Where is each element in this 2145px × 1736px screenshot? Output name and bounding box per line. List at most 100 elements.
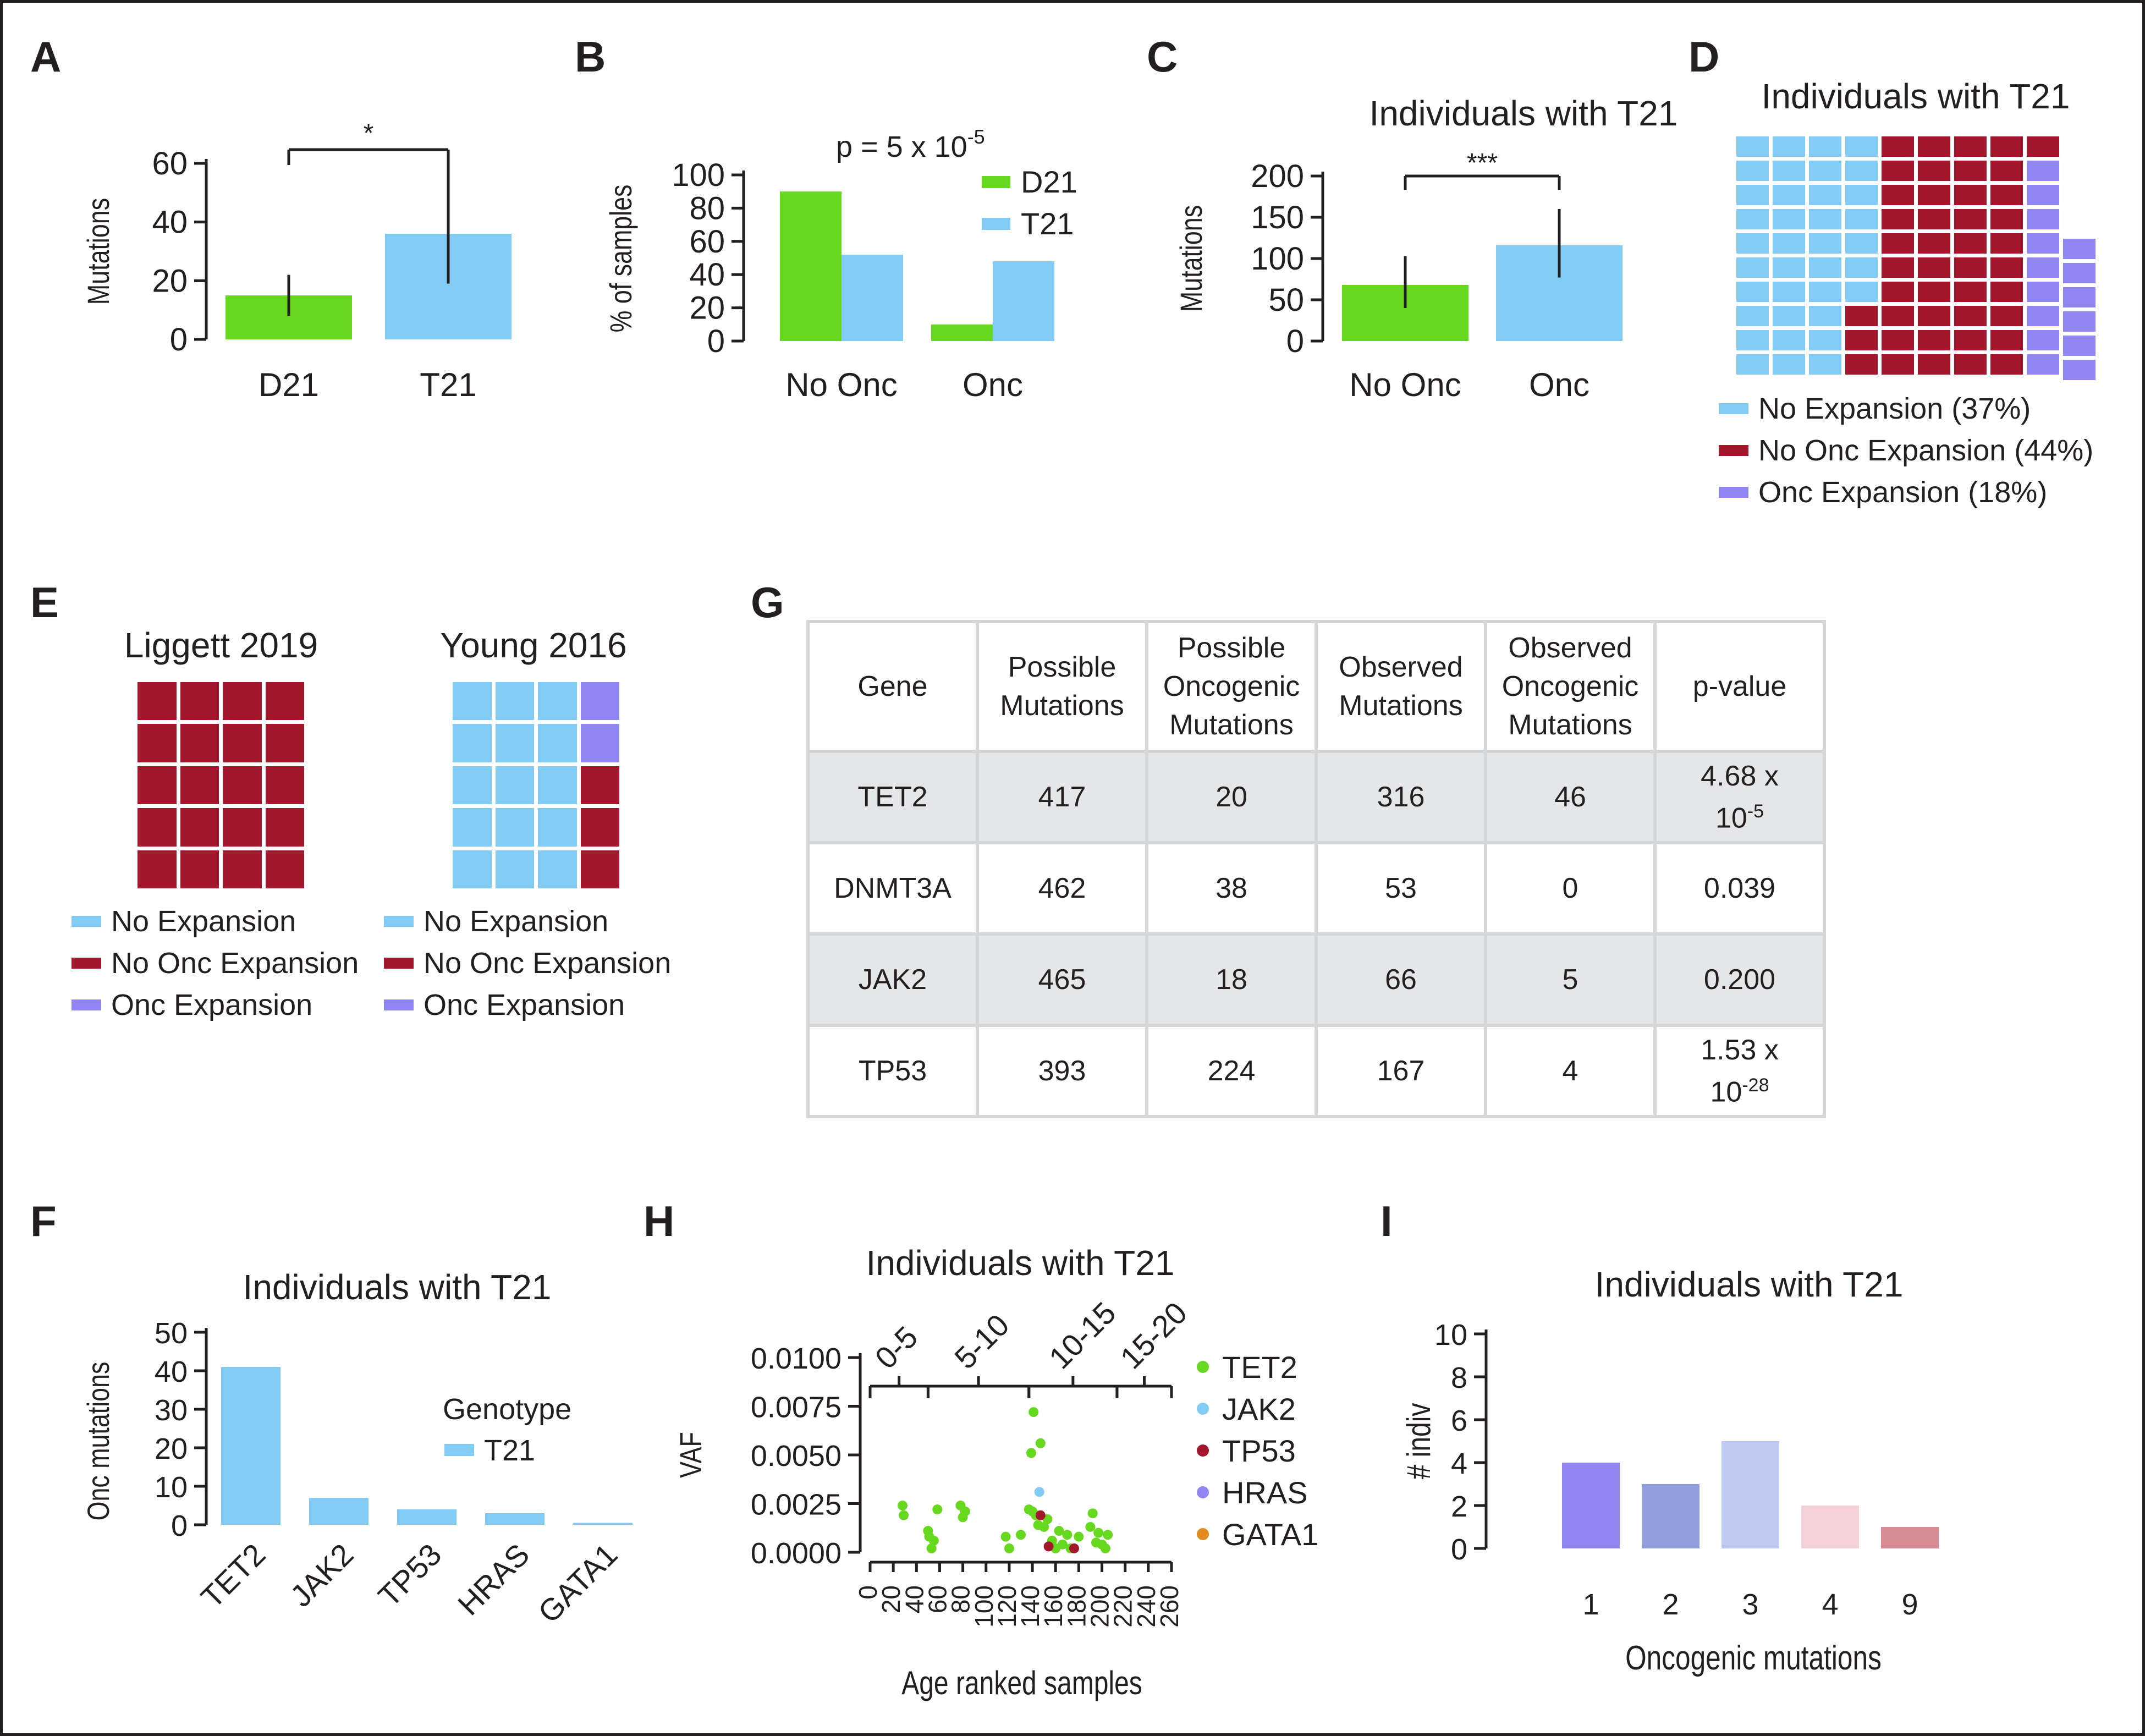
point-tet2 [926, 1543, 937, 1553]
waffle-cell [265, 682, 304, 721]
waffle-cell [538, 766, 577, 805]
p-value-base: 4.68 x [1701, 760, 1779, 792]
x-tick-label: D21 [258, 366, 319, 403]
table-cell-p-value: 4.68 x 10-5 [1653, 750, 1826, 844]
legend-label: No Expansion [111, 905, 296, 938]
x-tick-label: 2 [1662, 1588, 1679, 1621]
point-tet2 [1016, 1530, 1026, 1540]
y-tick-label: 2 [1451, 1490, 1467, 1523]
y-tick-label: 50 [155, 1317, 188, 1350]
legend-d-no-expansion: No Expansion (37%) [1719, 388, 2093, 430]
table-row: JAK2 465 18 66 5 0.200 [806, 932, 1826, 1027]
waffle-cell [180, 850, 219, 888]
point-tet2 [1054, 1526, 1064, 1536]
point-tet2 [932, 1504, 943, 1515]
waffle-column [1845, 136, 1878, 375]
x-tick-label: Onc [963, 366, 1023, 403]
waffle-cell [580, 682, 619, 721]
waffle-e-liggett [138, 682, 304, 888]
x-tick-label: 180 [1062, 1585, 1091, 1628]
legend-label: Onc Expansion (18%) [1758, 476, 2048, 509]
waffle-cell [1990, 185, 2023, 205]
waffle-cell [223, 808, 262, 847]
legend-swatch [1719, 487, 1748, 498]
waffle-cell [1954, 257, 1987, 278]
chart-title: Individuals with T21 [1762, 76, 2070, 116]
waffle-cell [1736, 282, 1769, 302]
legend-label: JAK2 [1222, 1392, 1296, 1426]
y-tick-label: 0.0050 [751, 1440, 842, 1473]
y-tick-label: 40 [155, 1355, 188, 1388]
waffle-cell [453, 682, 492, 721]
waffle-cell [1845, 185, 1878, 205]
p-value-exponent: -28 [1742, 1074, 1769, 1096]
y-tick-label: 6 [1451, 1404, 1467, 1437]
bar-t21-no-onc [842, 254, 903, 341]
waffle-cell [180, 808, 219, 847]
legend-e-young: No Expansion No Onc Expansion Onc Expans… [384, 900, 671, 1026]
waffle-cell [538, 850, 577, 888]
waffle-cell [1773, 136, 1805, 157]
waffle-cell [1990, 233, 2023, 254]
waffle-cell [138, 766, 177, 805]
chart-title: Individuals with T21 [866, 1243, 1175, 1283]
waffle-cell [1736, 185, 1769, 205]
chart-e-titles: Liggett 2019 Young 2016 [124, 625, 627, 665]
bar-1 [1562, 1463, 1620, 1548]
y-tick-label: 100 [1251, 241, 1304, 277]
point-tet2 [1004, 1543, 1014, 1553]
waffle-cell [2027, 185, 2059, 205]
table-header-observed-onc: Observed Oncogenic Mutations [1484, 620, 1657, 753]
y-axis-label: % of samples [603, 185, 638, 333]
waffle-cell [453, 724, 492, 762]
waffle-cell [1918, 282, 1950, 302]
waffle-cell [223, 724, 262, 762]
waffle-cell [1736, 257, 1769, 278]
point-tet2 [928, 1535, 939, 1546]
waffle-cell [1773, 282, 1805, 302]
waffle-cell [1809, 330, 1841, 350]
waffle-cell [538, 808, 577, 847]
waffle-column [1809, 136, 1841, 375]
waffle-cell [1918, 306, 1950, 326]
legend-e1-no-onc-expansion: No Onc Expansion [72, 942, 359, 984]
waffle-cell [1954, 209, 1987, 229]
waffle-cell [495, 682, 534, 721]
legend-marker [1197, 1528, 1209, 1540]
waffle-cell [1918, 354, 1950, 375]
bar-9 [1881, 1527, 1939, 1548]
y-tick-label: 20 [689, 290, 725, 326]
y-tick-label: 0.0075 [751, 1391, 842, 1424]
x-tick-label: T21 [420, 366, 476, 403]
waffle-cell [1809, 354, 1841, 375]
waffle-column [1954, 136, 1987, 375]
legend-label: TP53 [1222, 1433, 1296, 1468]
waffle-cell [1882, 257, 1914, 278]
waffle-cell [1882, 209, 1914, 229]
waffle-cell [1809, 306, 1841, 326]
waffle-cell [1990, 136, 2023, 157]
point-tet2 [1074, 1531, 1084, 1542]
x-tick-label: 4 [1822, 1588, 1838, 1621]
x-tick-label: 80 [947, 1585, 975, 1613]
waffle-cell [265, 808, 304, 847]
waffle-cell [2063, 311, 2096, 332]
legend-d-no-onc-expansion: No Onc Expansion (44%) [1719, 430, 2093, 471]
waffle-cell [538, 724, 577, 762]
waffle-cell [1773, 161, 1805, 181]
waffle-cell [538, 682, 577, 721]
waffle-cell [1918, 185, 1950, 205]
x-tick-label: Onc [1529, 366, 1590, 403]
table-cell: 224 [1145, 1024, 1318, 1118]
point-tet2 [1039, 1521, 1049, 1532]
waffle-e-young [453, 682, 619, 888]
waffle-cell [1882, 306, 1914, 326]
y-axis-label: Mutations [81, 198, 116, 305]
point-tet2 [898, 1501, 908, 1511]
x-tick-label: 40 [900, 1585, 928, 1613]
y-tick-label: 0 [171, 1509, 188, 1542]
waffle-cell [1918, 161, 1950, 181]
waffle-cell [1882, 282, 1914, 302]
table-cell-gene: TP53 [806, 1024, 979, 1118]
waffle-cell [1990, 282, 2023, 302]
